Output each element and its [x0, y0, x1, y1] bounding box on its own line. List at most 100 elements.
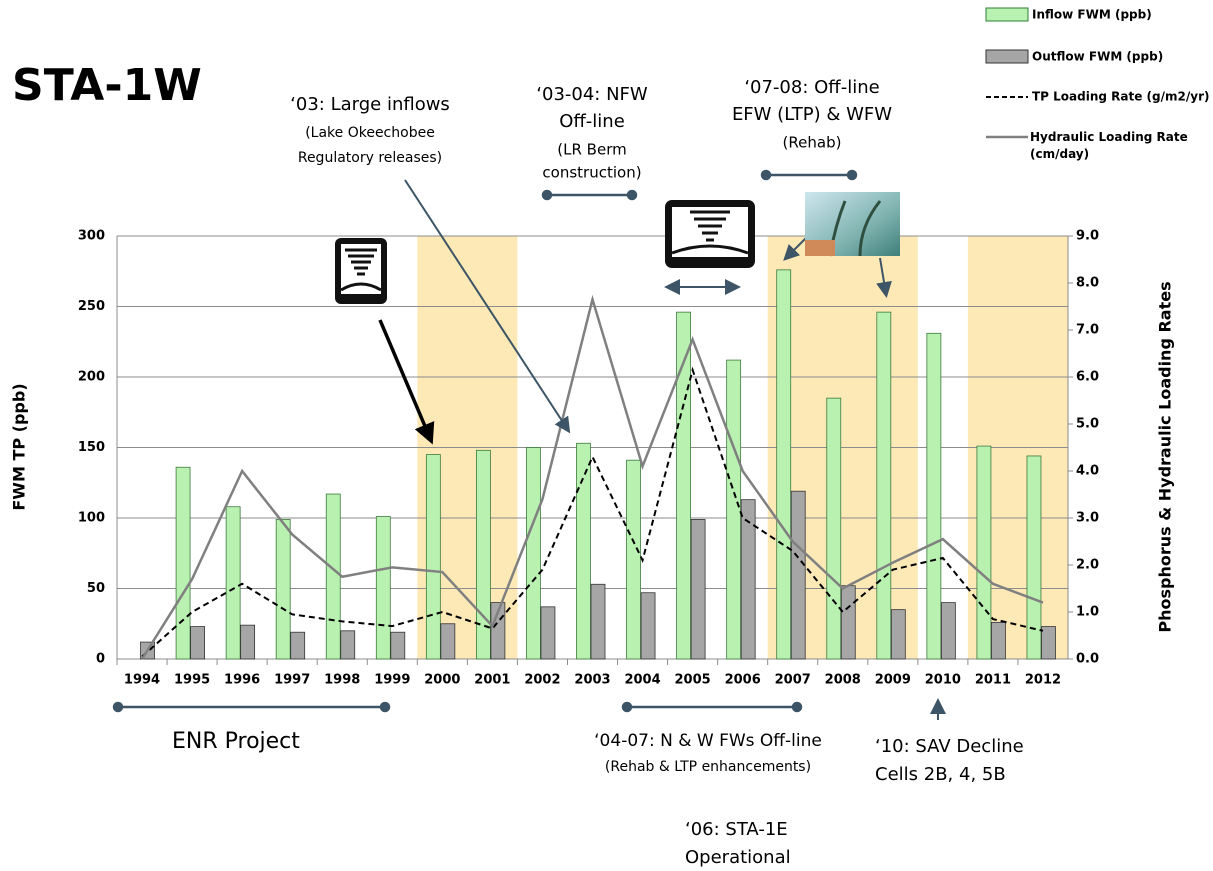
annotation: Operational — [685, 847, 791, 868]
tornado-icon — [335, 238, 387, 304]
x-tick-label: 2008 — [825, 673, 861, 688]
y2-tick-label: 2.0 — [1076, 558, 1099, 573]
x-tick-label: 2010 — [925, 673, 961, 688]
tornado-icon — [665, 200, 755, 268]
annotation: ‘03-04: NFW — [536, 84, 648, 105]
bar — [175, 466, 191, 660]
bar — [840, 585, 856, 660]
y2-tick-label: 0.0 — [1076, 652, 1099, 667]
annotation: (Lake Okeechobee — [305, 125, 435, 141]
x-tick-label: 2001 — [474, 673, 510, 688]
bar — [726, 359, 742, 660]
annotation: ‘03: Large inflows — [290, 94, 450, 115]
bar — [526, 447, 541, 660]
bar — [390, 631, 406, 660]
arrow — [378, 319, 435, 445]
x-tick-label: 2005 — [675, 673, 711, 688]
bar — [940, 602, 956, 660]
bar — [590, 583, 606, 660]
bar — [740, 499, 756, 660]
x-tick-label: 1999 — [374, 673, 410, 688]
y2-tick-label: 4.0 — [1076, 464, 1099, 479]
bar — [240, 624, 256, 660]
bar — [425, 454, 441, 660]
bar — [876, 311, 892, 660]
bar — [640, 592, 656, 660]
y2-tick-label: 3.0 — [1076, 511, 1099, 526]
bar — [576, 442, 591, 660]
bar — [340, 630, 356, 660]
bar — [1041, 626, 1056, 660]
annotation: (Rehab & LTP enhancements) — [605, 759, 811, 775]
x-tick-label: 2002 — [524, 673, 560, 688]
y-axis-title: FWM TP (ppb) — [10, 383, 29, 510]
legend-swatch — [985, 49, 1029, 64]
x-tick-label: 1996 — [224, 673, 260, 688]
x-tick-label: 2007 — [775, 673, 811, 688]
legend: Inflow FWM (ppb) Outflow FWM (ppb) TP Lo… — [985, 7, 1209, 139]
x-tick-label: 2000 — [424, 673, 460, 688]
y-tick-label: 250 — [78, 299, 105, 314]
annotation: ‘06: STA-1E — [685, 819, 788, 840]
annotation: (LR Berm — [557, 141, 626, 159]
bar — [475, 449, 491, 660]
bar — [890, 609, 906, 660]
bar — [976, 445, 992, 660]
x-tick-label: 1998 — [324, 673, 360, 688]
bar — [690, 519, 706, 660]
bar — [290, 631, 306, 660]
y2-axis-title: Phosphorus & Hydraulic Loading Rates — [1156, 281, 1175, 632]
y-tick-label: 50 — [87, 581, 105, 596]
x-tick-label: 2006 — [725, 673, 761, 688]
line-series — [141, 366, 1044, 658]
connectors — [112, 169, 946, 720]
annotation: (Rehab) — [783, 134, 842, 152]
bar — [190, 626, 205, 660]
bar — [926, 332, 942, 660]
x-tick-label: 2004 — [624, 673, 660, 688]
annotation: ‘10: SAV Decline — [875, 736, 1024, 757]
annotation: construction) — [542, 164, 641, 182]
legend-label: Inflow FWM (ppb) — [1032, 8, 1152, 22]
x-tick-label: 2009 — [875, 673, 911, 688]
x-tick-label: 2003 — [574, 673, 610, 688]
bar — [676, 311, 692, 660]
bar — [790, 490, 806, 660]
legend-label: Hydraulic Loading Rate (cm/day) — [1030, 130, 1188, 161]
y-tick-label: 300 — [78, 229, 105, 244]
bar — [776, 269, 792, 660]
y2-tick-label: 6.0 — [1076, 370, 1099, 385]
y2-tick-label: 9.0 — [1076, 229, 1099, 244]
x-tick-label: 1995 — [174, 673, 210, 688]
y-tick-label: 150 — [78, 440, 105, 455]
y2-tick-label: 5.0 — [1076, 417, 1099, 432]
bar — [1026, 455, 1042, 660]
bar — [225, 506, 241, 660]
legend-swatch — [985, 7, 1029, 22]
hurricane-photo — [805, 192, 900, 257]
bar — [826, 397, 842, 660]
annotation: Cells 2B, 4, 5B — [875, 764, 1006, 785]
bar — [991, 621, 1006, 660]
annotation: ‘07-08: Off-line — [744, 77, 879, 98]
bar — [375, 516, 391, 660]
bar — [540, 606, 556, 660]
annotation: ‘04-07: N & W FWs Off-line — [594, 731, 822, 751]
annotation: Off-line — [559, 111, 625, 132]
x-tick-label: 1997 — [274, 673, 310, 688]
y-tick-label: 0 — [96, 652, 105, 667]
annotation: ENR Project — [172, 729, 300, 754]
legend-label: TP Loading Rate (g/m2/yr) — [1032, 90, 1209, 104]
annotation: EFW (LTP) & WFW — [732, 104, 892, 125]
y2-tick-label: 1.0 — [1076, 605, 1099, 620]
legend-label: Outflow FWM (ppb) — [1032, 50, 1163, 64]
y-tick-label: 200 — [78, 370, 105, 385]
y2-tick-label: 8.0 — [1076, 276, 1099, 291]
bar — [626, 459, 641, 660]
y-tick-label: 100 — [78, 511, 105, 526]
chart-title: STA-1W — [12, 60, 202, 111]
bar — [275, 519, 291, 660]
x-tick-label: 2011 — [975, 673, 1011, 688]
bar — [440, 623, 456, 660]
